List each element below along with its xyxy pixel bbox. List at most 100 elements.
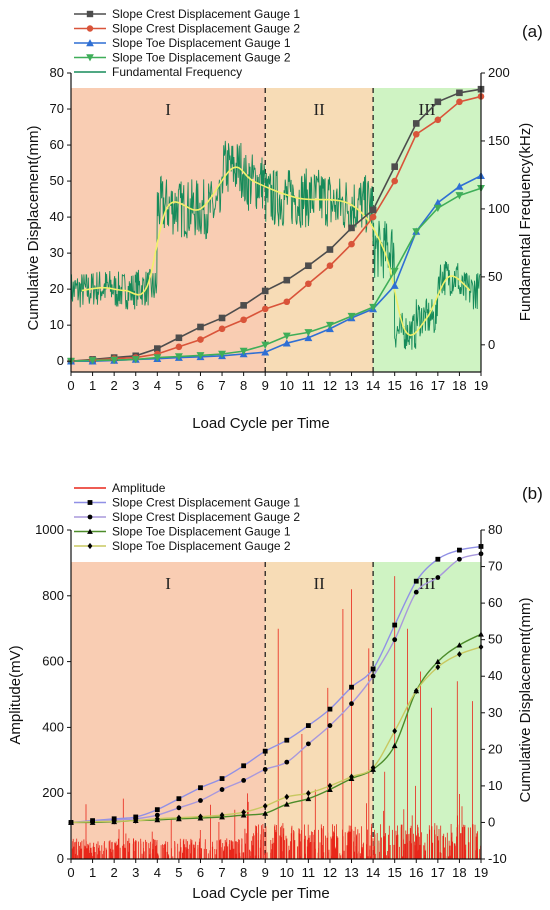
y2-tick-label: 30 bbox=[488, 705, 502, 720]
x-tick-label: 4 bbox=[154, 378, 161, 393]
series-4-point bbox=[110, 356, 119, 365]
y2-tick-label: 10 bbox=[488, 778, 502, 793]
x-tick-label: 19 bbox=[474, 378, 488, 393]
x-tick-label: 9 bbox=[262, 378, 269, 393]
series-1-point bbox=[349, 684, 354, 690]
panel-a-displacement-series bbox=[67, 85, 485, 366]
series-4-point bbox=[239, 347, 248, 356]
x-tick-label: 18 bbox=[452, 865, 466, 880]
stage-label-2: II bbox=[313, 574, 325, 593]
x-tick-label: 8 bbox=[240, 865, 247, 880]
series-1-point bbox=[175, 334, 183, 342]
x-tick-label: 10 bbox=[280, 378, 294, 393]
panel-b-amplitude-series bbox=[71, 576, 482, 859]
x-tick-label: 6 bbox=[197, 378, 204, 393]
panel-a-y2-axis-label: Fundamental Frequency(kHz) bbox=[517, 123, 534, 321]
y-tick-label: 0 bbox=[57, 851, 64, 866]
legend-entry-1: Slope Crest Displacement Gauge 1 bbox=[112, 7, 300, 21]
panel-b-x-axis-label: Load Cycle per Time bbox=[192, 885, 330, 902]
series-1-point bbox=[262, 748, 268, 754]
series-4-point bbox=[218, 350, 227, 358]
series-1-point bbox=[218, 314, 226, 322]
series-4-point bbox=[369, 303, 378, 312]
y-tick-label: 30 bbox=[50, 245, 64, 260]
series-4-point bbox=[413, 687, 419, 694]
y2-tick-label: 20 bbox=[488, 741, 502, 756]
series-2-point bbox=[262, 767, 268, 772]
series-2-point bbox=[175, 343, 183, 351]
y2-tick-label: 200 bbox=[488, 65, 510, 80]
series-1-point bbox=[456, 89, 463, 97]
series-2-point bbox=[392, 637, 398, 643]
x-tick-label: 2 bbox=[111, 865, 118, 880]
series-1-point bbox=[435, 556, 441, 562]
series-3-point bbox=[305, 795, 312, 802]
stage-label-1: I bbox=[165, 574, 171, 593]
y-tick-label: 0 bbox=[57, 353, 64, 368]
x-tick-label: 5 bbox=[175, 378, 182, 393]
series-2-point bbox=[435, 575, 441, 580]
series-4-point bbox=[455, 192, 464, 200]
series-2-point bbox=[198, 798, 203, 803]
y-tick-label: 1000 bbox=[35, 522, 64, 537]
series-2-point bbox=[370, 673, 376, 679]
series-3-point bbox=[283, 801, 290, 807]
series-4-point bbox=[433, 204, 442, 213]
x-tick-label: 1 bbox=[89, 865, 96, 880]
y-tick-label: 200 bbox=[42, 785, 64, 800]
series-2-point bbox=[240, 316, 247, 324]
y2-tick-label: 70 bbox=[488, 559, 502, 574]
series-2-point bbox=[154, 812, 160, 818]
series-3-point bbox=[455, 182, 464, 190]
panel-a-x-axis-label: Load Cycle per Time bbox=[192, 415, 330, 432]
series-3-point bbox=[327, 786, 333, 792]
y2-tick-label: 100 bbox=[488, 201, 510, 216]
x-tick-label: 1 bbox=[89, 378, 96, 393]
series-4-point bbox=[154, 815, 160, 822]
panel-b-y-axis-label: Amplitude(mV) bbox=[7, 645, 24, 744]
series-2-point bbox=[305, 280, 312, 288]
y2-tick-label: 0 bbox=[488, 337, 495, 352]
y2-tick-label: 0 bbox=[488, 814, 495, 829]
series-4-point bbox=[327, 782, 333, 790]
stage-label-2: II bbox=[313, 100, 325, 119]
x-tick-label: 11 bbox=[302, 378, 316, 393]
series-3-point bbox=[434, 658, 441, 664]
x-tick-label: 3 bbox=[132, 865, 139, 880]
frequency-smoothed-line bbox=[81, 166, 471, 336]
x-tick-label: 14 bbox=[366, 865, 380, 880]
series-1-point bbox=[348, 224, 355, 232]
panel-b: I II III 0 1 2 3 4 5 6 7 8 9 10 11 12 13 14 15 16 17 18 19020… bbox=[7, 481, 543, 902]
panel-a-axes: 0 1 2 3 4 5 6 7 8 9 10 11 12 13 14 15 16 17 18 190102030405… bbox=[50, 65, 510, 393]
series-3-point bbox=[391, 742, 398, 749]
series-3-point bbox=[456, 642, 463, 648]
x-tick-label: 16 bbox=[409, 865, 423, 880]
series-1-point bbox=[370, 666, 376, 672]
series-3-point bbox=[390, 281, 399, 289]
series-1-point bbox=[154, 345, 161, 352]
legend-marker-2 bbox=[86, 25, 94, 32]
x-tick-label: 5 bbox=[175, 865, 182, 880]
series-3-point bbox=[282, 339, 291, 347]
x-tick-label: 3 bbox=[132, 378, 139, 393]
y2-tick-label: 50 bbox=[488, 632, 502, 647]
x-tick-label: 17 bbox=[431, 865, 445, 880]
series-3-point bbox=[433, 198, 442, 206]
series-4-point bbox=[241, 809, 247, 816]
y-tick-label: 10 bbox=[50, 317, 64, 332]
x-tick-label: 14 bbox=[366, 378, 380, 393]
y2-tick-label: 150 bbox=[488, 133, 510, 148]
stage-band-1 bbox=[71, 88, 266, 372]
panel-a: I II III 0 1 2 3 4 5 6 7 8 9 10 11 12 13 14 15 16 17 18 19010… bbox=[25, 7, 543, 432]
series-4-point bbox=[435, 663, 441, 671]
series-line-4 bbox=[70, 187, 482, 362]
series-1-point bbox=[284, 737, 290, 743]
stage-label-3: III bbox=[419, 100, 436, 119]
panel-b-axes: 0 1 2 3 4 5 6 7 8 9 10 11 12 13 14 15 16 17 18 190200400600… bbox=[35, 522, 507, 880]
series-2-point bbox=[261, 305, 269, 313]
series-1-point bbox=[176, 796, 182, 802]
series-4-point bbox=[370, 764, 376, 771]
